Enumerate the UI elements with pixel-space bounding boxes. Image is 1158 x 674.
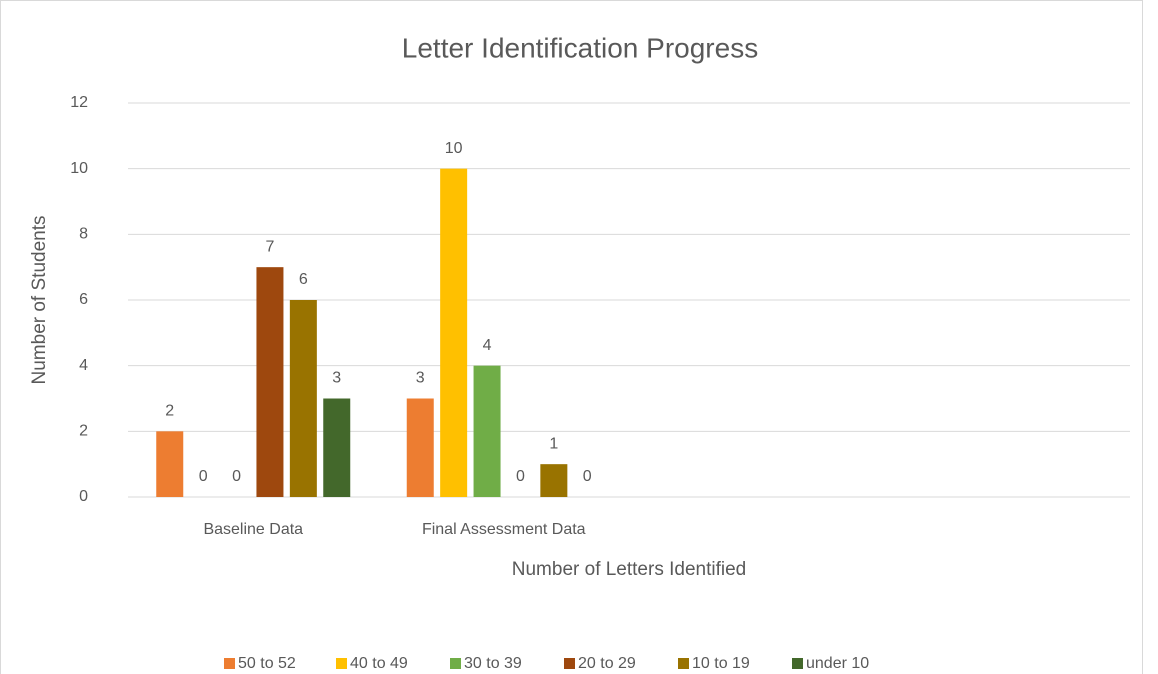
x-axis-title: Number of Letters Identified: [512, 559, 746, 580]
legend-swatch: [336, 658, 347, 669]
y-tick-label: 4: [79, 357, 88, 374]
legend-label: 30 to 39: [464, 655, 522, 672]
data-label: 6: [299, 271, 308, 288]
legend-swatch: [792, 658, 803, 669]
data-label: 3: [332, 370, 341, 387]
data-label: 2: [165, 403, 174, 420]
data-label: 10: [445, 140, 463, 157]
legend-swatch: [224, 658, 235, 669]
bar: [289, 300, 317, 497]
y-tick-label: 12: [70, 94, 88, 111]
y-tick-label: 6: [79, 291, 88, 308]
y-axis-title: Number of Students: [29, 216, 50, 385]
legend-label: 40 to 49: [350, 655, 408, 672]
data-label: 0: [516, 468, 525, 485]
y-tick-label: 8: [79, 226, 88, 243]
data-label: 0: [232, 468, 241, 485]
chart-title: Letter Identification Progress: [402, 32, 758, 63]
legend-swatch: [678, 658, 689, 669]
legend-label: under 10: [806, 655, 869, 672]
data-label: 0: [583, 468, 592, 485]
data-label: 0: [199, 468, 208, 485]
data-label: 4: [483, 337, 492, 354]
legend-label: 50 to 52: [238, 655, 296, 672]
y-tick-label: 0: [79, 488, 88, 505]
bar: [473, 365, 501, 497]
bar: [406, 398, 434, 497]
legend-label: 20 to 29: [578, 655, 636, 672]
bar: [440, 168, 468, 497]
legend-swatch: [450, 658, 461, 669]
x-tick-label: Baseline Data: [203, 521, 303, 538]
data-label: 3: [416, 370, 425, 387]
bar: [540, 464, 568, 497]
data-label: 7: [265, 238, 274, 255]
x-tick-label: Final Assessment Data: [422, 521, 586, 538]
data-label: 1: [549, 435, 558, 452]
legend-label: 10 to 19: [692, 655, 750, 672]
y-tick-label: 10: [70, 160, 88, 177]
y-tick-label: 2: [79, 423, 88, 440]
legend-swatch: [564, 658, 575, 669]
bar: [323, 398, 351, 497]
bar: [156, 431, 184, 497]
bar: [256, 267, 284, 497]
